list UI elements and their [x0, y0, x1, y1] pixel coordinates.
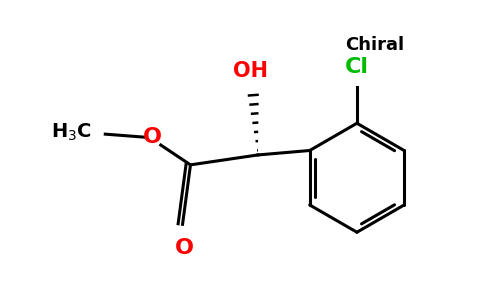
Text: OH: OH: [233, 61, 269, 81]
Text: H$_3$C: H$_3$C: [50, 122, 91, 143]
Text: Cl: Cl: [345, 57, 369, 77]
Text: O: O: [143, 127, 162, 147]
Text: Chiral: Chiral: [345, 36, 404, 54]
Text: O: O: [175, 238, 194, 258]
